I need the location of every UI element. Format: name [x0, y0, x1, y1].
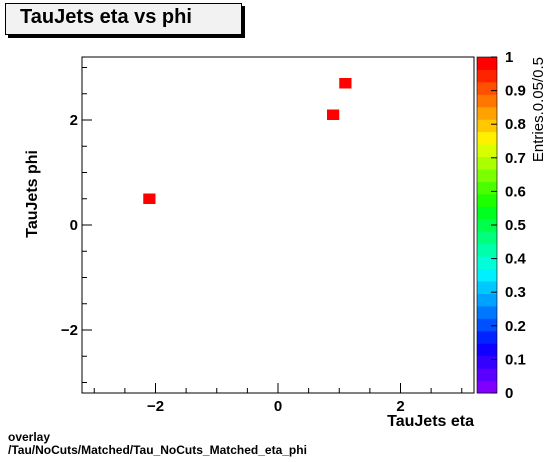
- chart-title: TauJets eta vs phi: [20, 6, 192, 28]
- colorbar-segment: [477, 193, 497, 207]
- plot-frame-layer: [81, 56, 475, 394]
- colorbar-segment: [477, 268, 497, 282]
- colorbar-segment: [477, 281, 497, 294]
- data-marks-layer: [143, 78, 352, 204]
- colorbar-segment: [477, 131, 497, 145]
- colorbar-segment: [477, 181, 497, 195]
- x-tick-label: −2: [147, 398, 164, 415]
- colorbar-segment: [477, 57, 497, 70]
- colorbar-tick-label: 0.1: [505, 351, 526, 368]
- chart-svg: −2 0 2 −2 0 2 0 0.1 0.2 0.3 0.4 0.5 0.6 0.7 0.8 0.9 1 T…: [24, 49, 546, 430]
- footer-line-2: /Tau/NoCuts/Matched/Tau_NoCuts_Matched_e…: [8, 443, 307, 457]
- colorbar-segment: [477, 343, 497, 357]
- colorbar-segment: [477, 293, 497, 307]
- colorbar-tick-label: 0.8: [505, 116, 526, 133]
- y-tick-label: 0: [70, 217, 78, 234]
- y-axis-label: TauJets phi: [24, 150, 41, 238]
- colorbar-segment: [477, 380, 497, 394]
- colorbar-segment: [477, 305, 497, 319]
- colorbar-segment: [477, 243, 497, 257]
- colorbar-tick-label: 0.7: [505, 150, 526, 167]
- title-box: TauJets eta vs phi: [5, 3, 242, 35]
- colorbar-segment: [477, 355, 497, 369]
- colorbar-segment: [477, 318, 497, 332]
- colorbar-segment: [477, 106, 497, 120]
- colorbar-segment: [477, 69, 497, 83]
- colorbar-tick-label: 0.9: [505, 83, 526, 100]
- x-tick-label: 0: [274, 398, 282, 415]
- colorbar-segment: [477, 231, 497, 245]
- colorbar-axis-label: Entries.0.05/0.5: [530, 57, 546, 162]
- colorbar-tick-label: 0.6: [505, 183, 526, 200]
- colorbar-segment: [477, 368, 497, 382]
- colorbar-tick-label: 0.4: [505, 251, 527, 268]
- footer-path: overlay /Tau/NoCuts/Matched/Tau_NoCuts_M…: [8, 431, 307, 457]
- colorbar-segment: [477, 169, 497, 182]
- data-bin: [143, 193, 156, 204]
- colorbar-tick-label: 1: [505, 49, 513, 66]
- colorbar-tick-label: 0.2: [505, 318, 526, 335]
- data-bin: [327, 109, 340, 120]
- colorbar-segment: [477, 206, 497, 220]
- colorbar-segment: [477, 81, 497, 95]
- colorbar-segment: [477, 94, 497, 108]
- colorbar-segment: [477, 218, 497, 232]
- colorbar-tick-label: 0.3: [505, 284, 526, 301]
- x-tick-label: 2: [396, 398, 404, 415]
- colorbar-segment: [477, 330, 497, 344]
- colorbar-layer: 0 0.1 0.2 0.3 0.4 0.5 0.6 0.7 0.8 0.9 1: [476, 49, 527, 402]
- y-tick-label: 2: [70, 112, 78, 129]
- colorbar-tick-label: 0.5: [505, 217, 526, 234]
- y-tick-label: −2: [61, 322, 78, 339]
- axes-layer: −2 0 2 −2 0 2: [61, 67, 463, 415]
- colorbar-segment: [477, 144, 497, 158]
- colorbar-segment: [477, 256, 497, 270]
- footer-line-1: overlay: [8, 430, 51, 444]
- plot-frame: [81, 56, 475, 394]
- colorbar-tick-label: 0: [505, 385, 513, 402]
- colorbar-segment: [477, 156, 497, 170]
- x-axis-label: TauJets eta: [387, 413, 474, 430]
- data-bin: [339, 78, 352, 89]
- colorbar-segment: [477, 119, 497, 133]
